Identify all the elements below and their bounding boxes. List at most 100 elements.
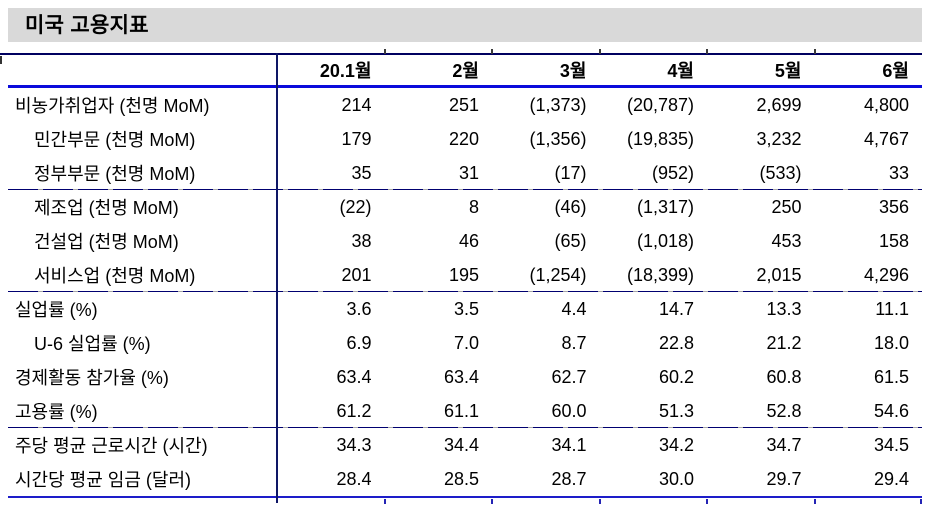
title-bar: 미국 고용지표 (8, 8, 922, 42)
data-cell: 46 (458, 230, 479, 251)
data-cell: 4,767 (863, 128, 909, 149)
data-cell: 195 (448, 264, 479, 285)
data-cell: 52.8 (766, 400, 802, 421)
row-label: 주당 평균 근로시간 (시간) (15, 436, 208, 456)
column-header: 20.1월 (319, 61, 372, 81)
data-cell: 63.4 (443, 366, 479, 387)
row-label: 건설업 (천명 MoM) (34, 232, 179, 252)
data-cell: 3.6 (346, 298, 372, 319)
data-cell: 61.2 (336, 400, 372, 421)
page-title: 미국 고용지표 (25, 14, 149, 37)
data-cell: 18.0 (873, 332, 909, 353)
data-cell: 4,800 (863, 94, 909, 115)
column-header: 2월 (452, 61, 479, 81)
table-row: 경제활동 참가율 (%) 63.4 63.4 62.7 60.2 60.8 61.5 (8, 360, 922, 394)
column-boundary-tick (598, 49, 601, 54)
row-label: 실업률 (%) (15, 300, 98, 320)
column-boundary-tick (706, 499, 708, 504)
data-cell: 251 (448, 94, 479, 115)
data-cell: (19,835) (626, 128, 694, 149)
data-cell: (18,399) (626, 264, 694, 285)
table-row: U-6 실업률 (%) 6.9 7.0 8.7 22.8 21.2 18.0 (8, 326, 922, 360)
data-cell: 453 (771, 230, 802, 251)
row-label: 민간부문 (천명 MoM) (34, 130, 196, 150)
row-label: 제조업 (천명 MoM) (34, 198, 179, 218)
data-cell: (952) (651, 162, 694, 183)
data-cell: 30.0 (658, 468, 694, 489)
data-cell: (46) (554, 196, 587, 217)
employment-table: 20.1월 2월 3월 4월 5월 6월 비농가취업자 (천명 MoM) 214 251 (1,… (8, 49, 922, 504)
data-cell: 63.4 (336, 366, 372, 387)
column-boundary-tick (0, 56, 2, 64)
data-cell: 22.8 (658, 332, 694, 353)
data-cell: 250 (771, 196, 802, 217)
data-cell: 34.3 (336, 434, 372, 455)
data-cell: (65) (554, 230, 587, 251)
data-cell: 34.7 (766, 434, 802, 455)
column-boundary-tick (598, 499, 601, 504)
column-boundary-tick (813, 499, 816, 504)
row-label: U-6 실업률 (%) (34, 334, 151, 354)
data-cell: 31 (458, 162, 479, 183)
data-cell: 158 (878, 230, 909, 251)
data-cell: 11.1 (875, 298, 909, 319)
data-cell: 356 (878, 196, 909, 217)
data-cell: 54.6 (873, 400, 909, 421)
table-row: 비농가취업자 (천명 MoM) 214 251 (1,373) (20,787) 2,69… (8, 88, 922, 122)
data-cell: 28.7 (551, 468, 587, 489)
data-cell: 28.5 (443, 468, 479, 489)
data-cell: 4.4 (561, 298, 587, 319)
data-cell: 38 (351, 230, 372, 251)
data-cell: 29.7 (766, 468, 802, 489)
data-cell: (17) (554, 162, 587, 183)
column-boundary-tick (491, 499, 493, 504)
table-row: 고용률 (%) 61.2 61.1 60.0 51.3 52.8 54.6 (8, 394, 922, 428)
data-cell: 34.1 (551, 434, 587, 455)
data-cell: 8.7 (561, 332, 587, 353)
row-label: 경제활동 참가율 (%) (15, 368, 169, 388)
column-boundary-tick (383, 499, 386, 504)
data-cell: (1,018) (636, 230, 694, 251)
table-row: 시간당 평균 임금 (달러) 28.4 28.5 28.7 30.0 29.7 29.4 (8, 462, 922, 496)
column-header: 5월 (774, 61, 802, 81)
column-header: 6월 (882, 61, 909, 81)
table-body: 비농가취업자 (천명 MoM) 214 251 (1,373) (20,787) 2,69… (8, 88, 922, 498)
data-cell: 61.1 (443, 400, 479, 421)
table-row: 주당 평균 근로시간 (시간) 34.3 34.4 34.1 34.2 34.7 34.5 (8, 428, 922, 462)
data-cell: 8 (468, 196, 479, 217)
data-cell: 201 (341, 264, 372, 285)
data-cell: 28.4 (336, 468, 372, 489)
header-top-rule (0, 53, 922, 55)
column-header: 4월 (667, 61, 694, 81)
data-cell: 2,699 (756, 94, 802, 115)
data-cell: 6.9 (346, 332, 372, 353)
data-cell: 14.7 (658, 298, 694, 319)
column-boundary-tick (491, 49, 493, 54)
data-cell: (1,254) (529, 264, 587, 285)
data-cell: 3,232 (756, 128, 802, 149)
data-cell: 2,015 (756, 264, 802, 285)
data-cell: 61.5 (873, 366, 909, 387)
table-row: 서비스업 (천명 MoM) 201 195 (1,254) (18,399) 2,015 4… (8, 258, 922, 292)
data-cell: 220 (448, 128, 479, 149)
table-header-row: 20.1월 2월 3월 4월 5월 6월 (8, 55, 922, 88)
data-cell: 35 (351, 162, 372, 183)
data-cell: 33 (888, 162, 909, 183)
data-cell: 7.0 (453, 332, 479, 353)
data-cell: (1,373) (529, 94, 587, 115)
data-cell: 214 (341, 94, 372, 115)
data-cell: 34.2 (658, 434, 694, 455)
table-row: 건설업 (천명 MoM) 38 46 (65) (1,018) 453 158 (8, 224, 922, 258)
data-cell: 60.8 (766, 366, 802, 387)
data-cell: 29.4 (873, 468, 909, 489)
data-cell: 4,296 (863, 264, 909, 285)
data-cell: 60.2 (658, 366, 694, 387)
data-cell: (1,356) (529, 128, 587, 149)
data-cell: 179 (341, 128, 372, 149)
data-cell: 13.3 (766, 298, 802, 319)
data-cell: 21.2 (766, 332, 802, 353)
table-row: 민간부문 (천명 MoM) 179 220 (1,356) (19,835) 3,232 4… (8, 122, 922, 156)
row-label: 정부부문 (천명 MoM) (34, 164, 196, 184)
data-cell: (22) (339, 196, 372, 217)
